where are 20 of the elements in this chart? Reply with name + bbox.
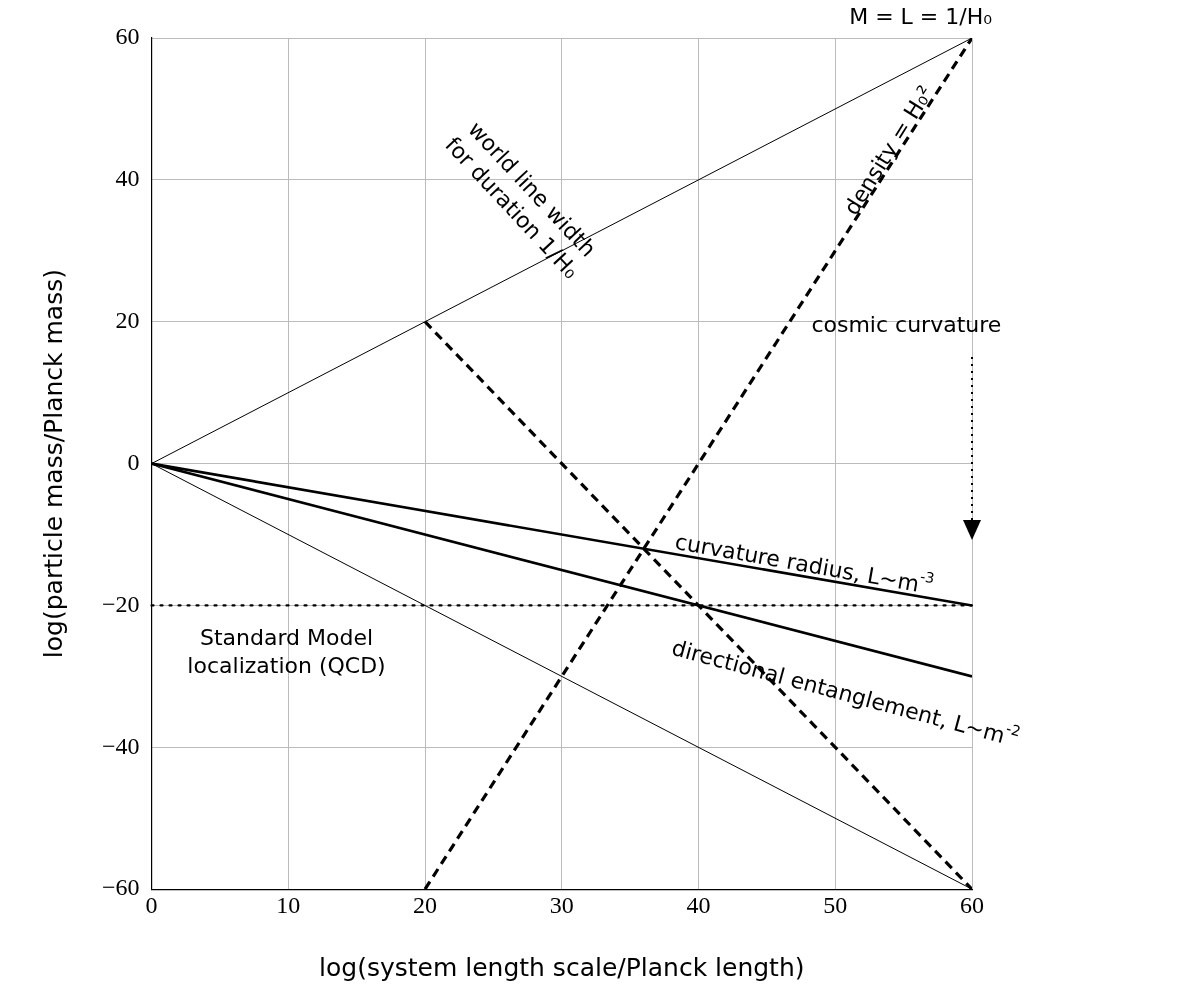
y-tick-label: 60 — [115, 23, 140, 50]
annotation: cosmic curvature — [811, 312, 1002, 338]
ref-line-label: Standard Model localization (QCD) — [187, 625, 386, 678]
x-tick-label: 10 — [276, 891, 301, 918]
x-tick-label: 50 — [823, 891, 848, 918]
annotation: curvature radius, L~m-3 — [673, 528, 936, 597]
y-tick-label: −60 — [101, 874, 140, 901]
y-tick-label: 0 — [127, 448, 140, 475]
y-tick-label: −20 — [101, 590, 140, 617]
x-tick-label: 0 — [145, 891, 158, 918]
y-tick-label: −40 — [101, 732, 140, 759]
x-tick-label: 30 — [549, 891, 574, 918]
annotation: M = L = 1/H₀ — [849, 3, 993, 29]
x-tick-label: 20 — [413, 891, 438, 918]
x-tick-label: 40 — [686, 891, 711, 918]
y-tick-label: 40 — [115, 165, 140, 192]
y-axis-title: log(particle mass/Planck mass) — [38, 269, 68, 659]
x-axis-title: log(system length scale/Planck length) — [319, 952, 805, 982]
y-tick-label: 20 — [115, 307, 140, 334]
x-tick-label: 60 — [960, 891, 984, 918]
